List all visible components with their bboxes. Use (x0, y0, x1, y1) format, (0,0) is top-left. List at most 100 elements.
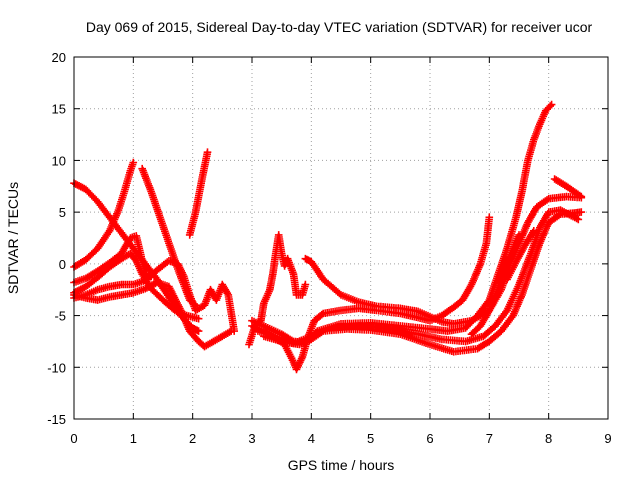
data-point (429, 328, 431, 330)
series-arc-16 (467, 231, 523, 338)
data-point (251, 325, 253, 327)
data-point (120, 252, 123, 255)
data-point (538, 242, 541, 244)
data-point (221, 283, 224, 286)
data-point (156, 269, 158, 271)
data-point (292, 273, 295, 276)
data-point (212, 340, 215, 343)
x-tick-label: 3 (248, 431, 255, 446)
data-point (464, 340, 467, 343)
data-point (559, 213, 562, 216)
data-point (280, 333, 283, 335)
data-point (108, 285, 111, 288)
data-point (194, 309, 197, 312)
data-point (399, 333, 402, 335)
data-point (188, 330, 191, 332)
data-point (215, 299, 218, 301)
data-point (129, 252, 132, 255)
data-point (515, 260, 517, 263)
data-point (565, 185, 568, 188)
data-point (533, 138, 535, 141)
data-point (96, 247, 99, 250)
data-point (227, 294, 230, 296)
series-arc-13 (260, 208, 586, 356)
data-point (200, 180, 203, 182)
y-tick-label: 20 (52, 50, 66, 65)
series-markers (185, 148, 212, 239)
data-point (188, 299, 191, 301)
data-point (340, 309, 342, 312)
data-point (461, 299, 464, 301)
data-point (141, 273, 144, 276)
data-point (251, 319, 253, 322)
data-point (150, 190, 152, 193)
data-point (310, 338, 313, 341)
data-point (375, 305, 378, 308)
data-point (506, 278, 508, 281)
data-point (197, 330, 200, 332)
data-point (518, 234, 520, 236)
data-point (488, 309, 491, 312)
data-point (168, 242, 170, 244)
data-point (203, 345, 206, 348)
axis-ticks: 0 1 2 3 4 5 6 7 8 9 -15 -10 -5 0 5 10 15 20 (47, 50, 611, 446)
data-point (470, 333, 473, 335)
data-point (298, 343, 301, 346)
data-point (547, 221, 550, 224)
data-point (221, 335, 224, 338)
data-point (168, 296, 170, 298)
data-point (144, 287, 146, 290)
data-point (547, 197, 550, 200)
data-point (108, 229, 111, 232)
data-point (476, 347, 479, 350)
data-point (447, 330, 449, 332)
data-point (209, 288, 212, 291)
x-axis-title: GPS time / hours (288, 457, 395, 473)
data-point (399, 312, 402, 315)
y-tick-label: 15 (52, 102, 66, 117)
data-point (129, 237, 132, 239)
data-point (271, 273, 274, 276)
data-point (547, 211, 550, 213)
x-tick-label: 4 (308, 431, 315, 446)
data-point (369, 329, 372, 331)
data-point (203, 304, 206, 307)
data-point (441, 338, 443, 341)
data-point (464, 327, 467, 329)
y-axis-title: SDTVAR / TECUs (5, 182, 21, 294)
data-point (168, 259, 170, 262)
data-point (132, 161, 135, 164)
data-point (132, 292, 135, 294)
data-point (85, 277, 87, 280)
data-point (452, 350, 455, 353)
data-point (524, 244, 526, 247)
data-point (135, 235, 138, 237)
data-point (197, 317, 200, 320)
data-point (96, 201, 99, 203)
x-tick-label: 0 (70, 431, 77, 446)
series-arc-7 (138, 164, 200, 309)
data-point (429, 315, 431, 318)
data-point (310, 260, 313, 263)
data-point (527, 221, 529, 224)
data-point (85, 297, 87, 299)
data-point (497, 288, 500, 291)
data-point (530, 252, 532, 255)
x-tick-label: 1 (130, 431, 137, 446)
data-point (488, 216, 491, 219)
data-point (117, 209, 120, 211)
data-point (85, 258, 87, 261)
data-point (85, 188, 87, 191)
data-point (417, 333, 419, 335)
y-tick-label: 10 (52, 153, 66, 168)
data-point (503, 268, 505, 270)
data-point (141, 259, 144, 262)
data-point (521, 294, 523, 296)
data-point (538, 123, 541, 126)
data-point (274, 252, 277, 255)
data-point (479, 325, 482, 327)
data-point (500, 330, 503, 332)
data-point (194, 211, 197, 213)
plot-series (70, 100, 586, 374)
